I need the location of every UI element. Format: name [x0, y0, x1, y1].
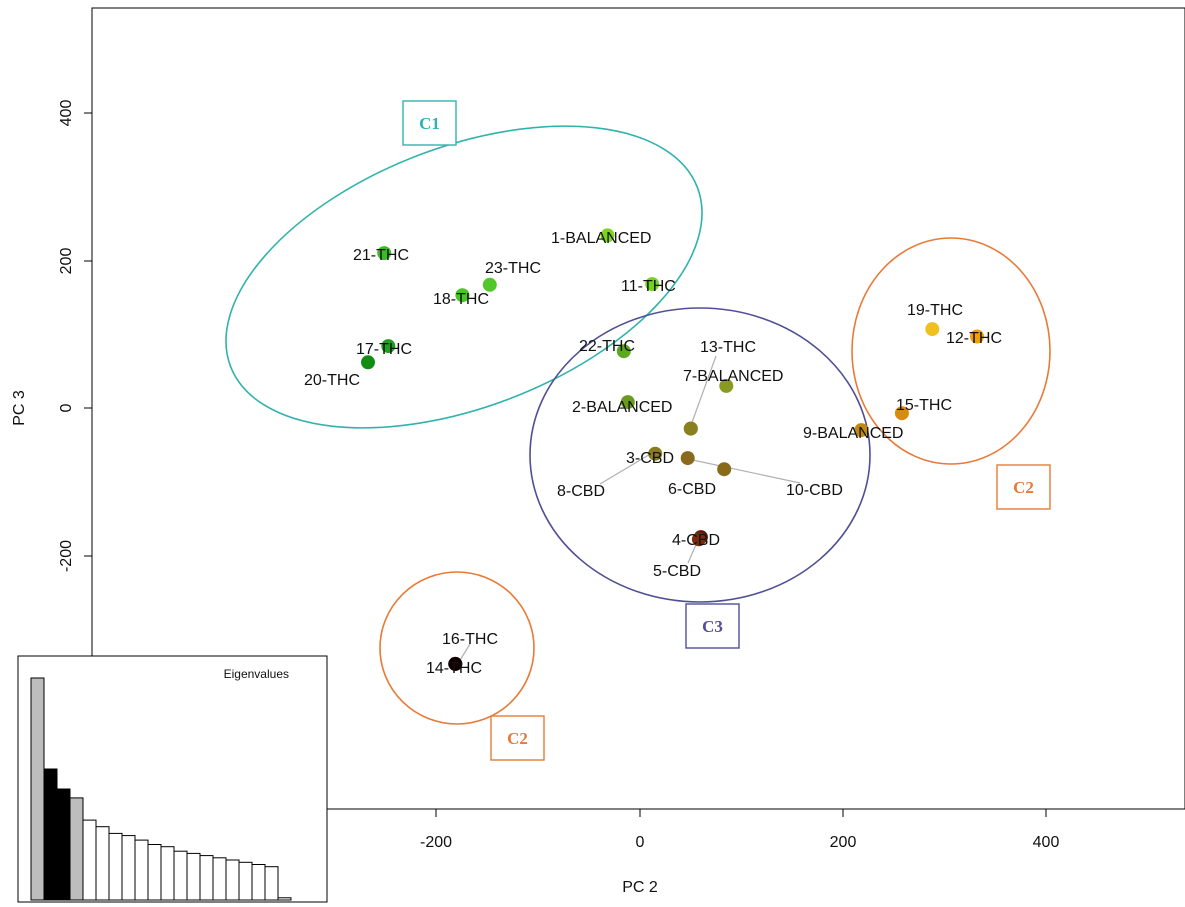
- point-label-15: 15-THC: [896, 397, 952, 414]
- cluster-c2-ellipse-right: [851, 237, 1051, 465]
- point-label-11: 11-THC: [621, 278, 676, 295]
- point-label-8: 8-CBD: [557, 483, 605, 500]
- x-tick-label: 0: [636, 834, 645, 851]
- point-label-20: 20-THC: [304, 372, 360, 389]
- eigenvalue-bar-13: [186, 852, 201, 901]
- point-label-17: 17-THC: [356, 341, 412, 358]
- data-point-11: [645, 277, 660, 292]
- eigenvalue-bar-6: [95, 826, 110, 901]
- point-label-5: 5-CBD: [653, 563, 701, 580]
- eigenvalue-bar-8: [121, 835, 136, 901]
- cluster-labels: C1 C3 C2 C2: [402, 100, 1051, 761]
- point-label-6: 6-CBD: [668, 481, 716, 498]
- y-axis-title: PC 3: [11, 390, 28, 426]
- data-point-23: [482, 277, 497, 292]
- eigenvalue-bar-17: [238, 861, 253, 901]
- data-point-21: [377, 246, 392, 261]
- point-label-10: 10-CBD: [786, 482, 843, 499]
- point-label-21: 21-THC: [353, 247, 409, 264]
- point-label-4: 4-CBD: [672, 532, 720, 549]
- data-point-15: [894, 406, 909, 421]
- point-labels: 1-BALANCED 2-BALANCED 3-CBD 4-CBD 5-CBD …: [304, 230, 1002, 677]
- y-tick-label: -200: [58, 540, 75, 572]
- inset-bars: [30, 677, 292, 901]
- y-tick-label: 0: [58, 403, 75, 412]
- point-label-1: 1-BALANCED: [551, 230, 651, 247]
- data-point-5: [691, 532, 706, 547]
- eigenvalue-bar-20: [277, 897, 292, 901]
- y-axis: [84, 112, 92, 557]
- point-label-19: 19-THC: [907, 302, 963, 319]
- x-tick-label: 200: [830, 834, 857, 851]
- cluster-c3-box: [685, 603, 740, 649]
- connector-10: [687, 458, 801, 484]
- cluster-c1-label: C1: [419, 114, 440, 133]
- data-point-16: [448, 656, 463, 671]
- eigenvalue-bar-9: [134, 839, 149, 901]
- cluster-c2-label-right: C2: [1013, 478, 1034, 497]
- x-axis-title: PC 2: [622, 879, 658, 896]
- data-point-17: [381, 339, 396, 354]
- eigenvalue-bar-11: [160, 846, 175, 901]
- cluster-c2-box-left: [490, 715, 545, 761]
- cluster-c2-ellipse-left: [379, 571, 535, 725]
- cluster-c3-label: C3: [702, 617, 723, 636]
- point-label-23: 23-THC: [485, 260, 541, 277]
- eigenvalue-bar-18: [251, 864, 266, 901]
- point-label-14: 14-THC: [426, 660, 482, 677]
- inset-title: Eigenvalues: [224, 667, 289, 681]
- connector-13: [689, 355, 717, 429]
- eigenvalue-bar-14: [199, 855, 214, 901]
- data-points: [361, 228, 984, 671]
- data-point-7: [719, 378, 734, 393]
- point-label-7: 7-BALANCED: [683, 368, 783, 385]
- cluster-c3-ellipse: [529, 307, 871, 603]
- cluster-c1-ellipse: [225, 125, 703, 429]
- cluster-c2-box-right: [996, 464, 1051, 510]
- data-point-2: [620, 395, 635, 410]
- eigenvalue-bar-7: [108, 832, 123, 901]
- point-label-2: 2-BALANCED: [572, 399, 672, 416]
- data-point-6: [680, 451, 695, 466]
- eigenvalue-bar-2: [43, 768, 58, 901]
- data-point-18: [455, 288, 470, 303]
- data-point-1: [600, 228, 615, 243]
- x-axis: [435, 809, 1047, 817]
- cluster-ellipses: [225, 125, 1051, 725]
- cluster-c2-label-left: C2: [507, 729, 528, 748]
- point-label-13: 13-THC: [700, 339, 756, 356]
- point-label-9: 9-BALANCED: [803, 425, 903, 442]
- y-tick-label: 200: [58, 248, 75, 275]
- connector-8: [599, 452, 653, 485]
- data-point-19: [925, 322, 940, 337]
- eigenvalues-inset: Eigenvalues: [17, 655, 328, 903]
- point-label-12: 12-THC: [946, 330, 1002, 347]
- cluster-c1-box: [402, 100, 457, 146]
- data-point-3: [648, 446, 663, 461]
- eigenvalue-bar-16: [225, 859, 240, 901]
- data-point-9: [854, 423, 869, 438]
- eigenvalue-bar-10: [147, 844, 162, 901]
- data-point-22: [616, 344, 631, 359]
- point-label-16: 16-THC: [442, 631, 498, 648]
- eigenvalue-bar-3: [56, 788, 71, 901]
- data-point-13: [683, 421, 698, 436]
- eigenvalue-bar-19: [264, 866, 279, 901]
- eigenvalue-bar-1: [30, 677, 45, 901]
- eigenvalue-bar-12: [173, 850, 188, 901]
- y-tick-label: 400: [58, 100, 75, 127]
- eigenvalue-bar-15: [212, 857, 227, 901]
- data-point-12: [970, 329, 984, 344]
- x-tick-label: 400: [1033, 834, 1060, 851]
- data-point-20: [361, 355, 375, 370]
- x-tick-label: -200: [420, 834, 452, 851]
- eigenvalue-bar-5: [82, 819, 97, 901]
- point-label-18: 18-THC: [433, 291, 489, 308]
- point-label-3: 3-CBD: [626, 450, 674, 467]
- point-label-22: 22-THC: [579, 338, 635, 355]
- data-point-10: [717, 462, 732, 477]
- eigenvalue-bar-4: [69, 797, 84, 901]
